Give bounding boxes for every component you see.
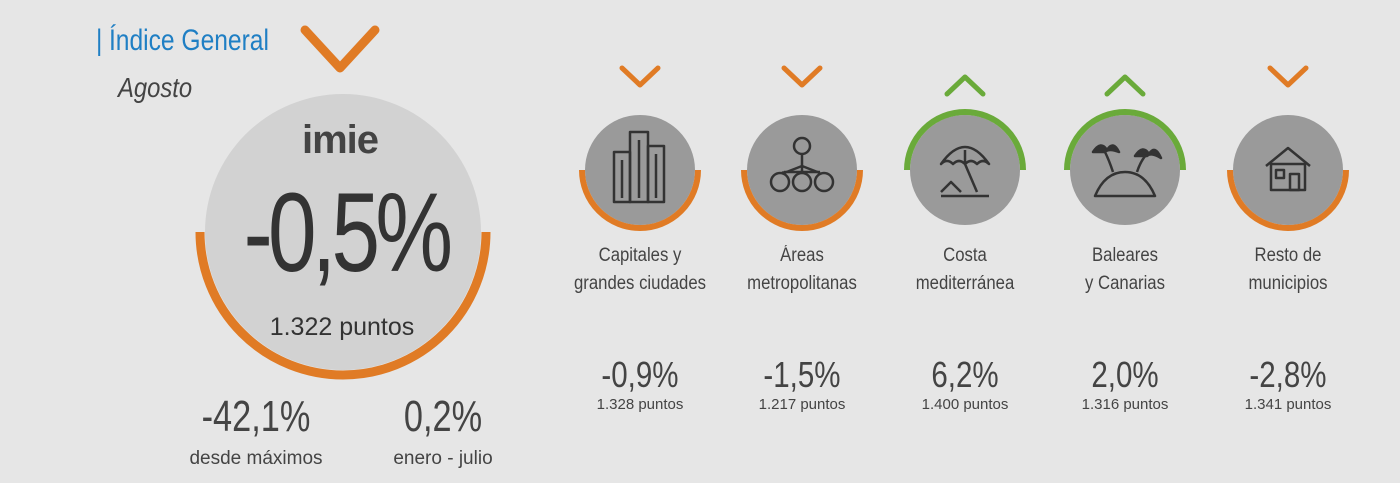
network-icon: [769, 136, 835, 193]
trend-arc: [1227, 169, 1349, 231]
region-points: 1.328 puntos: [596, 396, 684, 413]
stat-from-max-label: desde máximos: [189, 448, 323, 469]
region-label: Capitales y grandes ciudades: [574, 245, 706, 294]
region-areas-graphic: [741, 65, 863, 231]
region-label: Baleares y Canarias: [1085, 245, 1165, 294]
page-title: | Índice General: [96, 24, 269, 58]
region-value: -0,9%: [601, 354, 679, 395]
main-index-graphic: [195, 25, 491, 380]
buildings-icon: [612, 130, 666, 204]
title-text: Índice General: [108, 24, 269, 57]
region-label: Resto de municipios: [1248, 245, 1328, 294]
trend-down-icon: [619, 65, 661, 88]
region-value: -2,8%: [1249, 354, 1327, 395]
trend-up-icon: [1104, 74, 1146, 97]
region-baleares-graphic: [1064, 74, 1186, 225]
trend-down-icon: [1267, 65, 1309, 88]
trend-up-icon: [944, 74, 986, 97]
main-index-circle: [205, 94, 481, 370]
region-circle: [910, 115, 1020, 225]
region-circle: [1233, 115, 1343, 225]
region-points: 1.341 puntos: [1244, 396, 1332, 413]
region-circle: [1070, 115, 1180, 225]
region-points: 1.217 puntos: [758, 396, 846, 413]
stat-ytd-value: 0,2%: [403, 392, 483, 441]
region-label: Costa mediterránea: [915, 245, 1015, 294]
region-points: 1.400 puntos: [921, 396, 1009, 413]
stat-ytd-label: enero - julio: [393, 448, 493, 469]
title-bar-divider: |: [96, 24, 103, 57]
trend-down-icon: [781, 65, 823, 88]
trend-arc: [1064, 109, 1186, 171]
region-costa-graphic: [904, 74, 1026, 225]
trend-arc: [904, 109, 1026, 171]
region-label: Áreas metropolitanas: [747, 245, 857, 294]
main-index-arc: [195, 231, 491, 380]
stat-from-max-value: -42,1%: [201, 392, 311, 441]
page-subtitle: Agosto: [118, 72, 193, 103]
main-trend-down-icon: [300, 25, 380, 73]
palm-island-icon: [1091, 144, 1163, 198]
region-points: 1.316 puntos: [1081, 396, 1169, 413]
region-value: 6,2%: [931, 354, 999, 395]
trend-arc: [579, 169, 701, 231]
region-value: 2,0%: [1091, 354, 1159, 395]
region-capitales-graphic: [579, 65, 701, 231]
main-index-points: 1.322 puntos: [269, 313, 415, 341]
house-icon: [1265, 146, 1311, 192]
region-value: -1,5%: [763, 354, 841, 395]
region-resto-graphic: [1227, 65, 1349, 231]
main-index-value: -0,5%: [243, 170, 453, 295]
trend-arc: [741, 169, 863, 231]
imie-logo: imie: [301, 118, 379, 162]
beach-umbrella-icon: [939, 145, 991, 198]
